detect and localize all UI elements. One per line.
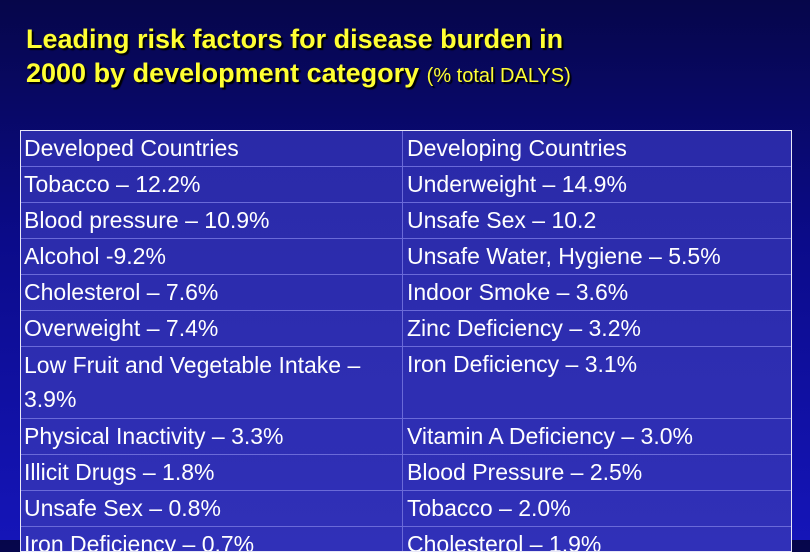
developing-row: Blood Pressure – 2.5% [403, 455, 791, 491]
title-line-2-main: 2000 by development category [26, 58, 427, 88]
developing-row: Unsafe Sex – 10.2 [403, 203, 791, 239]
developed-row: Low Fruit and Vegetable Intake – 3.9% [21, 347, 402, 419]
developed-row: Cholesterol – 7.6% [21, 275, 402, 311]
developing-row: Vitamin A Deficiency – 3.0% [403, 419, 791, 455]
title-line-1: Leading risk factors for disease burden … [26, 24, 564, 54]
developing-row: Unsafe Water, Hygiene – 5.5% [403, 239, 791, 275]
developed-row: Illicit Drugs – 1.8% [21, 455, 402, 491]
developing-row: Tobacco – 2.0% [403, 491, 791, 527]
developing-countries-column: Developing Countries Underweight – 14.9%… [403, 131, 791, 551]
developed-row: Blood pressure – 10.9% [21, 203, 402, 239]
developed-row: Overweight – 7.4% [21, 311, 402, 347]
developed-countries-column: Developed Countries Tobacco – 12.2% Bloo… [21, 131, 402, 551]
developed-row: Unsafe Sex – 0.8% [21, 491, 402, 527]
developed-row: Alcohol -9.2% [21, 239, 402, 275]
developed-row: Physical Inactivity – 3.3% [21, 419, 402, 455]
column-divider [402, 131, 403, 551]
developing-row: Underweight – 14.9% [403, 167, 791, 203]
developing-row: Zinc Deficiency – 3.2% [403, 311, 791, 347]
developed-header: Developed Countries [21, 131, 402, 167]
title-suffix: (% total DALYS) [426, 65, 571, 87]
developing-header: Developing Countries [403, 131, 791, 167]
developing-row: Indoor Smoke – 3.6% [403, 275, 791, 311]
slide-title: Leading risk factors for disease burden … [26, 22, 571, 93]
developing-row: Iron Deficiency – 3.1% [403, 347, 791, 419]
title-line-2: 2000 by development category (% total DA… [26, 56, 571, 93]
developed-row: Tobacco – 12.2% [21, 167, 402, 203]
risk-factor-table: Developed Countries Tobacco – 12.2% Bloo… [20, 130, 792, 552]
